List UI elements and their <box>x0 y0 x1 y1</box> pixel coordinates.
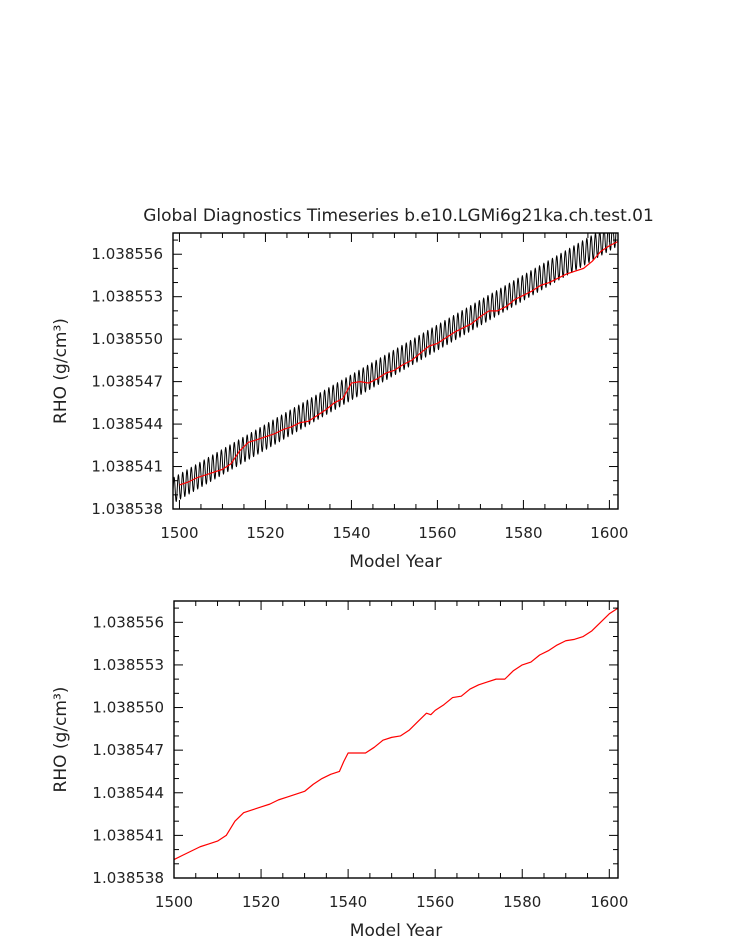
chart-1-series-group <box>174 607 618 861</box>
chart-0-series-group <box>173 233 618 502</box>
chart-0-y-tick-label-0: 1.038538 <box>91 500 163 518</box>
chart-1-x-tick-label-1600: 1600 <box>590 893 628 911</box>
chart-1-y-tick-label-0: 1.038538 <box>92 869 164 887</box>
chart-0-y-tick-label-3: 1.038547 <box>91 373 163 391</box>
chart-1-y-tick-label-1: 1.038541 <box>92 826 164 844</box>
chart-1-series-line-0 <box>174 607 618 861</box>
chart-1-x-axis-label: Model Year <box>350 921 442 941</box>
chart-0-y-axis-label: RHO (g/cm³) <box>51 318 71 424</box>
chart-0-y-tick-label-4: 1.038550 <box>91 330 163 348</box>
chart-0-x-tick-label-1600: 1600 <box>590 524 628 542</box>
bottom-chart: 1500 1520 1540 1560 1580 1600 1.038538 1.038541… <box>51 600 628 941</box>
chart-1-y-tick-label-4: 1.038550 <box>92 699 164 717</box>
chart-1-y-tick-label-3: 1.038547 <box>92 741 164 759</box>
chart-1-frame <box>173 600 619 879</box>
chart-0-y-tick-label-2: 1.038544 <box>91 415 163 433</box>
chart-0-series-line-1 <box>179 240 618 486</box>
chart-0-x-tick-label-1500: 1500 <box>160 524 198 542</box>
top-chart: 1500 1520 1540 1560 1580 1600 1.038538 1.038541… <box>51 206 654 572</box>
chart-0-x-tick-label-1580: 1580 <box>504 524 542 542</box>
chart-0-x-tick-label-1540: 1540 <box>332 524 370 542</box>
chart-0-title: Global Diagnostics Timeseries b.e10.LGMi… <box>143 206 654 226</box>
chart-0-y-tick-label-6: 1.038556 <box>91 245 163 263</box>
chart-0-y-tick-label-5: 1.038553 <box>91 288 163 306</box>
chart-0-y-tick-label-1: 1.038541 <box>91 458 163 476</box>
chart-1-y-tick-label-6: 1.038556 <box>92 613 164 631</box>
chart-0-series-line-0 <box>173 233 618 502</box>
chart-0-x-tick-label-1560: 1560 <box>418 524 456 542</box>
chart-0-x-tick-label-1520: 1520 <box>246 524 284 542</box>
chart-1-x-tick-label-1560: 1560 <box>416 893 454 911</box>
chart-1-x-tick-label-1580: 1580 <box>503 893 541 911</box>
chart-1-x-tick-label-1540: 1540 <box>329 893 367 911</box>
chart-1-y-axis-label: RHO (g/cm³) <box>51 687 71 793</box>
chart-1-y-tick-label-5: 1.038553 <box>92 656 164 674</box>
chart-1-y-tick-label-2: 1.038544 <box>92 784 164 802</box>
chart-0-x-axis-label: Model Year <box>349 552 441 572</box>
chart-1-x-tick-label-1500: 1500 <box>155 893 193 911</box>
chart-1-x-tick-label-1520: 1520 <box>242 893 280 911</box>
chart-0-frame <box>172 232 619 510</box>
